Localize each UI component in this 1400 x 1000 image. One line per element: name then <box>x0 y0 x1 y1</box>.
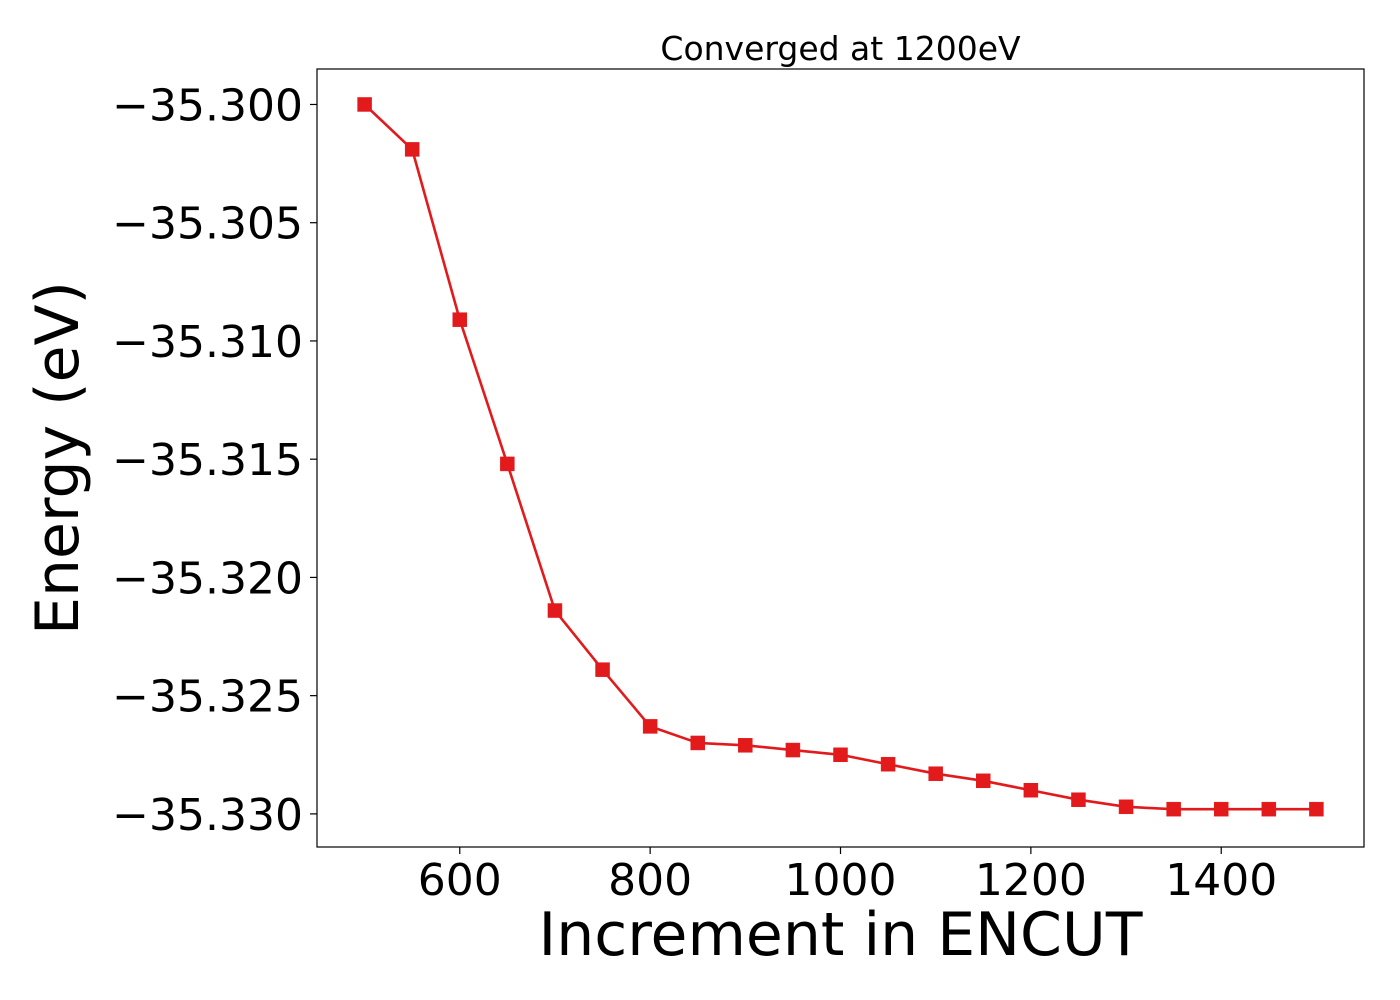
x-tick-label: 600 <box>418 855 502 906</box>
data-point <box>642 719 658 734</box>
data-point <box>547 603 563 618</box>
y-tick-label: −35.310 <box>112 317 303 368</box>
data-point <box>357 97 372 112</box>
data-point <box>595 662 610 677</box>
data-point <box>785 742 801 758</box>
data-point <box>880 756 896 772</box>
data-point <box>833 747 848 763</box>
x-tick-label: 1400 <box>1165 855 1277 906</box>
data-point <box>1071 792 1086 807</box>
x-tick-label: 1000 <box>785 855 897 906</box>
x-axis-title: Increment in ENCUT <box>539 900 1143 970</box>
data-point <box>1309 801 1324 817</box>
x-tick-label: 800 <box>608 855 692 906</box>
data-point <box>404 142 420 157</box>
data-point <box>738 738 753 753</box>
plot-frame <box>316 68 1365 848</box>
data-point <box>1023 783 1039 798</box>
chart-title: Converged at 1200eV <box>660 29 1021 68</box>
data-point <box>1261 801 1277 817</box>
data-point <box>1118 799 1134 815</box>
y-tick-label: −35.305 <box>112 199 303 250</box>
data-point <box>976 773 991 789</box>
y-tick-label: −35.330 <box>112 790 303 841</box>
y-tick-label: −35.300 <box>112 80 303 131</box>
y-axis-title: Energy (eV) <box>23 281 93 635</box>
y-tick-label: −35.320 <box>112 553 303 604</box>
data-point <box>1166 801 1181 817</box>
y-tick-label: −35.325 <box>112 672 303 723</box>
data-point <box>500 456 515 472</box>
x-tick-label: 1200 <box>975 855 1087 906</box>
data-point <box>928 766 943 781</box>
data-point <box>690 735 705 751</box>
data-point <box>1213 801 1229 817</box>
data-point <box>452 312 468 327</box>
y-tick-label: −35.315 <box>112 435 303 486</box>
